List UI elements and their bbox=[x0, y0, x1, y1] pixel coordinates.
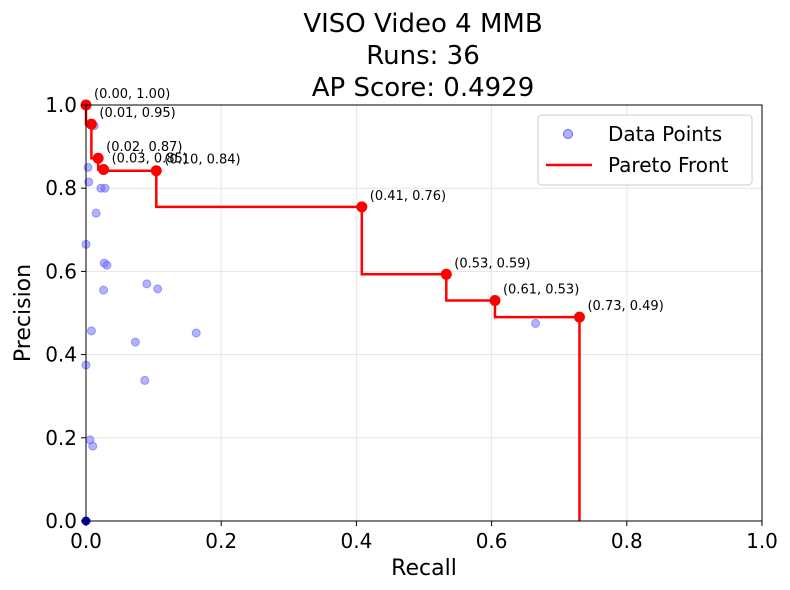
y-tick-label: 0.0 bbox=[45, 509, 77, 533]
legend-pareto-label: Pareto Front bbox=[608, 153, 729, 177]
data-point bbox=[83, 162, 93, 172]
pareto-point-label: (0.53, 0.59) bbox=[454, 256, 530, 271]
data-point bbox=[86, 326, 96, 336]
data-point bbox=[140, 375, 150, 385]
legend-data-points-label: Data Points bbox=[608, 122, 722, 146]
y-tick-label: 0.6 bbox=[45, 259, 77, 283]
y-tick-label: 0.4 bbox=[45, 343, 77, 367]
data-point bbox=[99, 285, 109, 295]
y-tick-label: 0.8 bbox=[45, 176, 77, 200]
data-point bbox=[91, 208, 101, 218]
pareto-point bbox=[489, 295, 501, 307]
x-axis-label: Recall bbox=[391, 556, 457, 581]
y-tick-label: 0.2 bbox=[45, 426, 77, 450]
data-point bbox=[191, 328, 201, 338]
pareto-point bbox=[150, 165, 162, 177]
data-point bbox=[531, 318, 541, 328]
pareto-point bbox=[573, 311, 585, 323]
pareto-point-label: (0.41, 0.76) bbox=[370, 189, 446, 204]
data-point bbox=[130, 337, 140, 347]
pareto-point-label: (0.10, 0.84) bbox=[164, 153, 240, 168]
pareto-point-label: (0.02, 0.87) bbox=[106, 140, 182, 155]
title-line-2: Runs: 36 bbox=[366, 41, 480, 71]
pareto-point-label: (0.61, 0.53) bbox=[503, 283, 579, 298]
data-point bbox=[142, 279, 152, 289]
x-tick-label: 0.2 bbox=[205, 529, 237, 553]
y-tick-label: 1.0 bbox=[45, 93, 77, 117]
plot-frame bbox=[85, 104, 763, 522]
pareto-point-label: (0.73, 0.49) bbox=[587, 299, 663, 314]
title-line-3: AP Score: 0.4929 bbox=[312, 73, 535, 103]
pareto-series bbox=[80, 99, 585, 521]
x-tick-label: 0.8 bbox=[611, 529, 643, 553]
y-axis-label: Precision bbox=[11, 264, 36, 362]
pareto-point-label: (0.03, 0.85) bbox=[112, 151, 188, 166]
pareto-point bbox=[440, 268, 452, 280]
pareto-point-label: (0.00, 1.00) bbox=[94, 87, 170, 102]
pareto-point bbox=[98, 163, 110, 175]
legend-frame bbox=[537, 114, 753, 186]
title-line-1: VISO Video 4 MMB bbox=[303, 9, 542, 39]
data-point bbox=[88, 441, 98, 451]
pareto-point bbox=[92, 152, 104, 164]
chart-title: VISO Video 4 MMB Runs: 36 AP Score: 0.49… bbox=[303, 9, 542, 103]
pareto-point bbox=[356, 201, 368, 213]
data-point bbox=[153, 284, 163, 294]
data-point bbox=[100, 183, 110, 193]
legend: Data Points Pareto Front bbox=[537, 114, 753, 186]
pareto-labels: (0.00, 1.00) (0.01, 0.95) (0.02, 0.87)(0.0… bbox=[94, 87, 664, 314]
pareto-point-label: (0.01, 0.95) bbox=[99, 106, 175, 121]
data-point bbox=[102, 260, 112, 270]
data-point bbox=[84, 177, 94, 187]
axis-ticks: 0.0 0.2 0.4 0.6 0.8 1.0 0.0 0.2 0.4 0.6 0.8 1.0 bbox=[45, 93, 778, 553]
x-tick-label: 0.4 bbox=[340, 529, 372, 553]
legend-data-points-marker bbox=[563, 129, 573, 139]
x-tick-label: 0.6 bbox=[476, 529, 508, 553]
x-tick-label: 0.0 bbox=[70, 529, 102, 553]
pareto-point bbox=[85, 118, 97, 130]
x-tick-label: 1.0 bbox=[746, 529, 778, 553]
